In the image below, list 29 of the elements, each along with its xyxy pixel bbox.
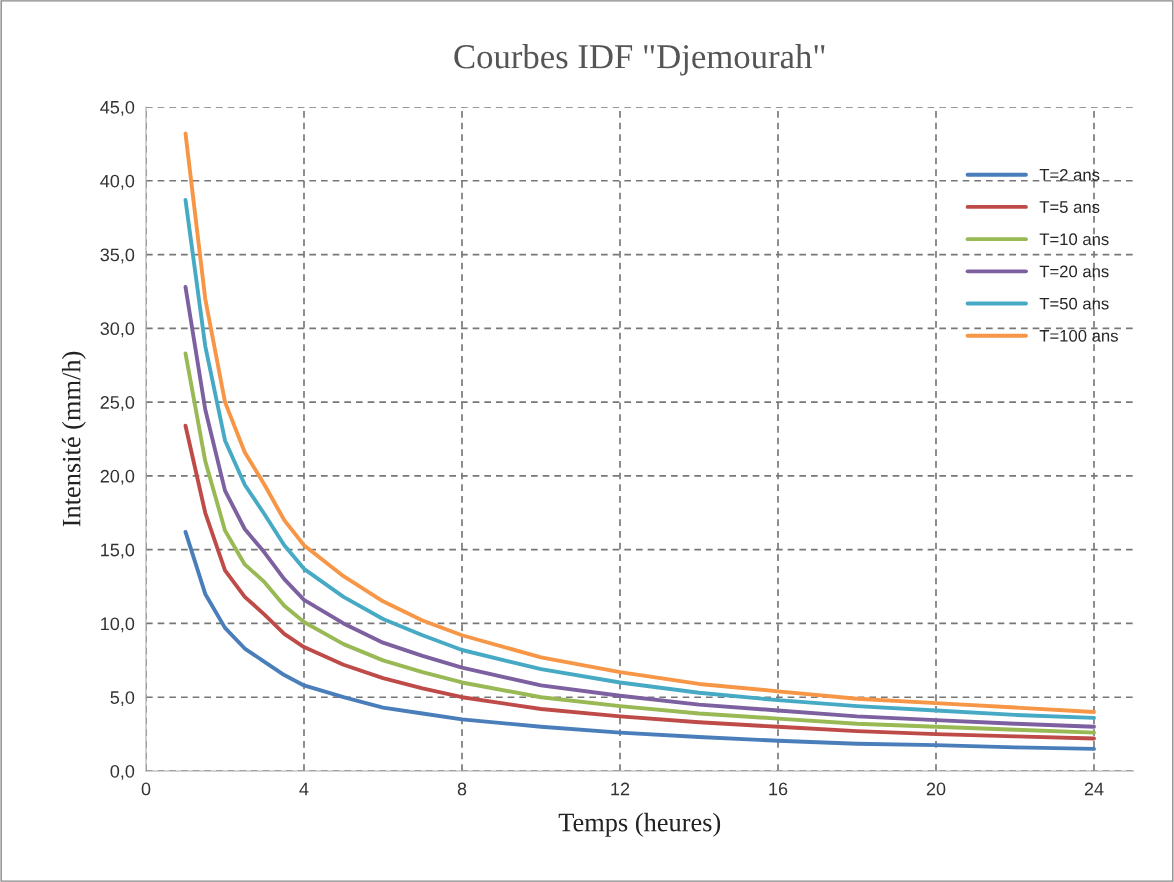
- x-tick-label: 24: [1084, 782, 1104, 796]
- legend-label: T=2 ans: [1039, 168, 1100, 181]
- legend-label: T=100 ans: [1039, 329, 1118, 342]
- y-tick-label: 20,0: [100, 469, 135, 485]
- y-tick-label: 15,0: [101, 543, 135, 559]
- x-tick-label: 16: [769, 782, 788, 796]
- y-tick-label: 45,0: [100, 100, 135, 116]
- legend-label: T=5 ans: [1039, 201, 1100, 213]
- x-tick-label: 0: [141, 782, 151, 796]
- legend-label: T=50 ans: [1039, 297, 1109, 310]
- line-series: [183, 530, 1096, 751]
- legend-label: T=10 ans: [1039, 233, 1109, 246]
- y-tick-label: 10,0: [101, 617, 135, 633]
- line-series: [183, 423, 1096, 741]
- legend-label: T=20 ans: [1039, 265, 1109, 278]
- x-tick-label: 12: [611, 782, 630, 796]
- x-tick-label: 4: [299, 782, 309, 796]
- y-tick-label: 40,0: [100, 174, 135, 190]
- x-tick-label: 8: [457, 782, 467, 796]
- x-axis-title: Temps (heures): [558, 812, 721, 837]
- y-tick-label: 35,0: [100, 248, 135, 264]
- y-tick-label: 25,0: [100, 396, 135, 411]
- y-tick-label: 0,0: [110, 764, 135, 780]
- chart-title: Courbes IDF "Djemourah": [454, 44, 825, 76]
- y-tick-label: 5,0: [110, 691, 135, 707]
- y-tick-label: 30,0: [100, 322, 135, 338]
- y-axis-title: Intensité (mm/h): [61, 351, 86, 527]
- line-series: [183, 351, 1096, 735]
- x-tick-label: 20: [926, 782, 946, 796]
